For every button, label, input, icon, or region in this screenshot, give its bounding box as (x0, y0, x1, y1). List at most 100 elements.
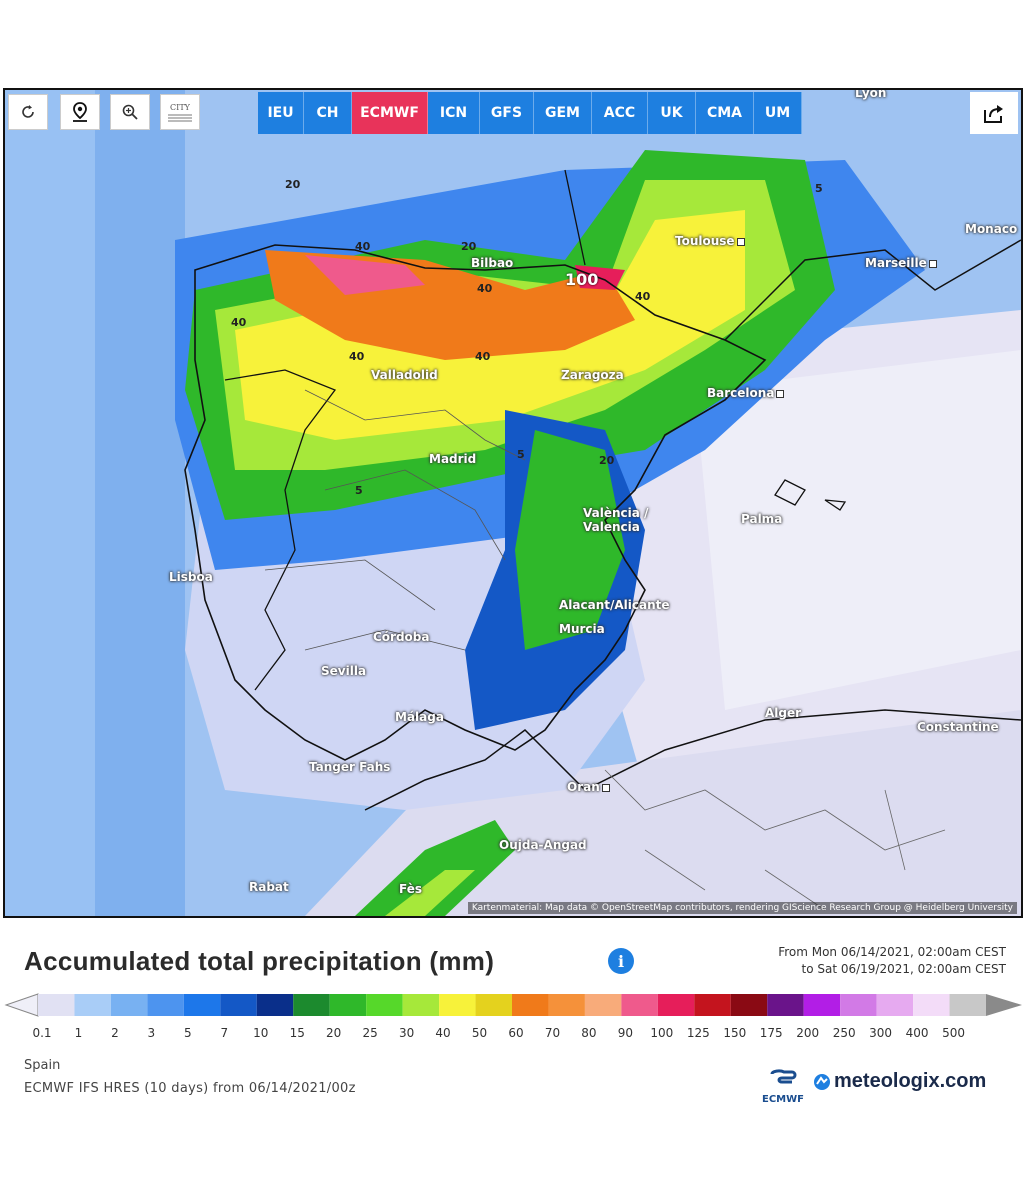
model-tab-gfs[interactable]: GFS (480, 92, 534, 134)
legend-label: 3 (147, 1026, 156, 1040)
legend-label: 2 (111, 1026, 119, 1040)
legend-label: 90 (617, 1026, 634, 1040)
legend-swatch (621, 994, 658, 1016)
legend-swatch (402, 994, 440, 1016)
city-label: València / Valencia (583, 506, 649, 534)
legend-label: 60 (508, 1026, 524, 1040)
model-tab-ieu[interactable]: IEU (258, 92, 304, 134)
zoom-button[interactable] (110, 94, 150, 130)
model-tab-icn[interactable]: ICN (428, 92, 480, 134)
legend-swatch (548, 994, 585, 1016)
location-button[interactable] (60, 94, 100, 130)
city-label: Fès (399, 882, 422, 896)
city-label: Bilbao (471, 256, 514, 270)
legend-swatch (584, 994, 622, 1016)
city-label: Lisboa (169, 570, 213, 584)
info-icon[interactable]: i (608, 948, 634, 974)
contour-label: 40 (635, 290, 651, 303)
period-to: to Sat 06/19/2021, 02:00am CEST (801, 962, 1007, 976)
legend-swatch (366, 994, 403, 1016)
ecmwf-logo-text: ECMWF (762, 1094, 804, 1105)
legend-swatch (512, 994, 549, 1016)
contour-label: 20 (285, 178, 301, 191)
legend-label: 15 (289, 1026, 305, 1040)
city-label: Monaco (965, 222, 1018, 236)
legend-swatch (694, 994, 731, 1016)
ecmwf-logo: ECMWF (758, 1068, 808, 1108)
city-skyline-icon (168, 114, 192, 121)
region-label: Spain (24, 1058, 61, 1073)
legend-swatch (475, 994, 512, 1016)
legend-swatch (767, 994, 804, 1016)
city-label: Toulouse (675, 234, 745, 248)
contour-label: 40 (475, 350, 491, 363)
legend-label: 175 (759, 1026, 783, 1040)
legend-swatch (256, 994, 294, 1016)
legend-swatch (657, 994, 695, 1016)
legend-label: 200 (796, 1026, 820, 1040)
share-icon (984, 105, 1003, 123)
city-label: Murcia (559, 622, 605, 636)
model-tab-acc[interactable]: ACC (592, 92, 648, 134)
legend-label: 300 (869, 1026, 893, 1040)
legend-label: 5 (184, 1026, 192, 1040)
city-label: Palma (741, 512, 783, 526)
model-selector: IEU CH ECMWF ICN GFS GEM ACC UK CMA UM (258, 92, 802, 134)
forecast-period: From Mon 06/14/2021, 02:00am CEST to Sat… (778, 944, 1006, 978)
meteologix-globe-icon (814, 1073, 830, 1090)
contour-label: 5 (815, 182, 823, 195)
contour-label: 100 (565, 270, 599, 289)
city-toggle-label: CITY (170, 102, 190, 112)
city-label: Valladolid (371, 368, 438, 382)
reload-button[interactable] (8, 94, 48, 130)
city-toggle-button[interactable]: CITY (160, 94, 200, 130)
city-label: Málaga (395, 710, 444, 724)
legend-swatch (38, 994, 75, 1016)
city-label: Alger (765, 706, 802, 720)
legend-label: 150 (723, 1026, 747, 1040)
legend-swatch (913, 994, 950, 1016)
contour-label: 5 (517, 448, 525, 461)
model-tab-cma[interactable]: CMA (696, 92, 754, 134)
model-tab-ch[interactable]: CH (304, 92, 352, 134)
legend-label: 250 (832, 1026, 856, 1040)
model-tab-uk[interactable]: UK (648, 92, 696, 134)
city-label: Sevilla (321, 664, 367, 678)
legend-label: 25 (362, 1026, 378, 1040)
contour-label: 20 (599, 454, 615, 467)
contour-label: 40 (477, 282, 493, 295)
legend-label: 70 (544, 1026, 561, 1040)
legend-label: 500 (942, 1026, 965, 1040)
share-button[interactable] (970, 92, 1018, 134)
reload-icon (22, 105, 34, 118)
legend-label: 100 (650, 1026, 674, 1040)
zoom-icon (122, 104, 138, 120)
legend-swatch (876, 994, 914, 1016)
city-label: Marseille (865, 256, 937, 270)
model-tab-gem[interactable]: GEM (534, 92, 592, 134)
model-run-label: ECMWF IFS HRES (10 days) from 06/14/2021… (24, 1081, 356, 1096)
precipitation-map[interactable]: Lyon Toulouse Marseille Monaco Bilbao Va… (3, 88, 1023, 918)
city-label: Alacant/Alicante (559, 598, 670, 612)
city-label: Oujda-Angad (499, 838, 587, 852)
legend-label: 0.1 (32, 1026, 52, 1040)
legend-labels: 0.1 1 2 3 5 7 10 15 20 25 30 40 50 60 70 80 90 100 125 150 1… (4, 1026, 1024, 1044)
legend-swatch (329, 994, 367, 1016)
meteologix-site: meteologix.com (834, 1070, 987, 1092)
legend-swatch (803, 994, 841, 1016)
meteologix-logo[interactable]: meteologix.com (812, 1070, 986, 1093)
legend-swatch (439, 994, 476, 1016)
contour-label: 40 (355, 240, 371, 253)
legend-swatch (293, 994, 330, 1016)
legend-swatch (110, 994, 148, 1016)
contour-label: 40 (231, 316, 247, 329)
legend-arrow-high (986, 994, 1022, 1016)
city-label: Tanger Fahs (309, 760, 391, 774)
precipitation-legend (4, 993, 1022, 1017)
model-tab-um[interactable]: UM (754, 92, 802, 134)
city-label: Oran (567, 780, 610, 794)
city-label: Lyon (855, 88, 887, 100)
legend-label: 400 (905, 1026, 929, 1040)
legend-swatch (730, 994, 768, 1016)
model-tab-ecmwf[interactable]: ECMWF (352, 92, 428, 134)
